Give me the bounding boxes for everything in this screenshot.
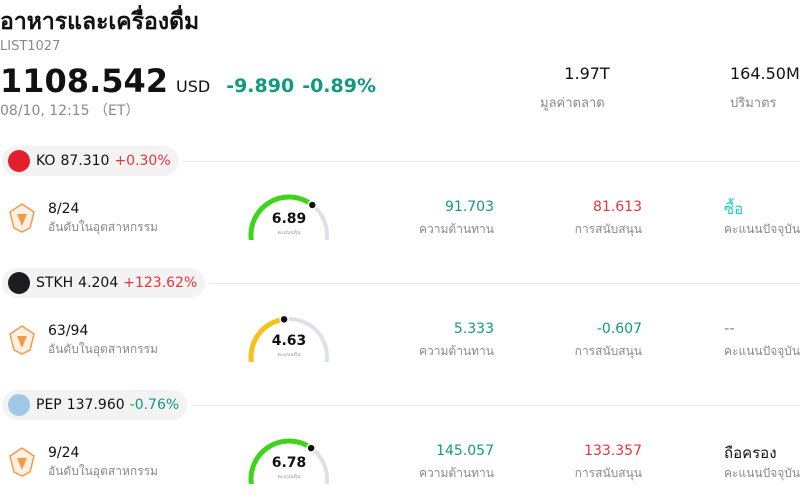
gauge: 6.89 คะแนนหุ้น	[248, 194, 329, 240]
score-label: คะแนนหุ้น	[278, 351, 301, 358]
stat-value: 164.50M	[730, 64, 800, 83]
resistance: 91.703	[445, 199, 494, 215]
support-label: การสนับสนุน	[574, 466, 642, 480]
rank-icon	[9, 447, 35, 477]
rank: 9/24	[48, 445, 80, 461]
logo	[8, 150, 30, 172]
rating-label: คะแนนปัจจุบัน	[724, 222, 800, 236]
gauge-value	[248, 194, 315, 240]
code: LIST1027	[0, 39, 61, 54]
price: 137.960	[66, 397, 125, 413]
currency: USD	[176, 77, 211, 96]
gauge-value	[248, 316, 287, 362]
resistance-label: ความต้านทาน	[419, 222, 494, 236]
change: -0.76%	[129, 397, 180, 413]
resistance-label: ความต้านทาน	[419, 344, 494, 358]
rating: --	[724, 319, 735, 337]
rank-inner	[17, 214, 27, 226]
ticker: PEP	[36, 397, 62, 413]
support-label: การสนับสนุน	[574, 344, 642, 358]
score: 6.89	[272, 211, 307, 227]
support: 81.613	[593, 199, 642, 215]
gauge: 4.63 คะแนนหุ้น	[248, 314, 329, 362]
logo	[8, 394, 30, 416]
rank-icon	[9, 203, 35, 233]
divider	[209, 283, 800, 284]
support: -0.607	[596, 321, 642, 337]
rating: ซื้อ	[724, 200, 744, 218]
stock-pill: KO 87.310 +0.30%	[2, 146, 179, 176]
rank-label: อันดับในอุตสาหกรรม	[48, 342, 158, 356]
price: 1108.542	[0, 62, 169, 100]
gauge-dot	[306, 443, 316, 453]
resistance-label: ความต้านทาน	[419, 466, 494, 480]
stat-label: มูลค่าตลาด	[540, 96, 605, 111]
divider	[191, 405, 800, 406]
logo	[8, 272, 30, 294]
stat-value: 1.97T	[564, 64, 610, 83]
score-label: คะแนนหุ้น	[278, 229, 301, 236]
change: -9.890	[226, 75, 295, 97]
rank: 8/24	[48, 201, 80, 217]
change-pct: -0.89%	[302, 75, 376, 97]
time: 08/10, 12:15 （ET）	[0, 103, 140, 119]
stock-pill: STKH 4.204 +123.62%	[2, 268, 206, 298]
support: 133.357	[584, 443, 642, 459]
ticker: STKH	[36, 275, 74, 291]
rank-inner	[17, 336, 27, 348]
divider	[183, 161, 800, 162]
support-label: การสนับสนุน	[574, 222, 642, 236]
price-row: 1108.542 USD -9.890 -0.89%	[0, 62, 376, 100]
change: +0.30%	[114, 153, 171, 169]
score: 4.63	[272, 333, 307, 349]
gauge-dot	[279, 314, 289, 325]
score: 6.78	[272, 455, 307, 471]
ticker: KO	[36, 153, 56, 169]
gauge: 6.78 คะแนนหุ้น	[248, 438, 329, 484]
rank: 63/94	[48, 323, 89, 339]
stock-pill: PEP 137.960 -0.76%	[2, 390, 188, 420]
resistance: 5.333	[453, 321, 494, 337]
title: อาหารและเครื่องดื่ม	[0, 9, 200, 35]
stat-label: ปริมาตร	[730, 96, 777, 111]
rank-label: อันดับในอุตสาหกรรม	[48, 220, 158, 234]
rating: ถือครอง	[724, 444, 777, 462]
gauge-dot	[307, 200, 318, 210]
score-label: คะแนนหุ้น	[278, 473, 301, 480]
gauge-value	[248, 438, 314, 484]
change: +123.62%	[123, 275, 198, 291]
rank-icon	[9, 325, 35, 355]
rank-inner	[17, 458, 27, 470]
resistance: 145.057	[436, 443, 494, 459]
rating-label: คะแนนปัจจุบัน	[724, 466, 800, 480]
price: 87.310	[60, 153, 110, 169]
rating-label: คะแนนปัจจุบัน	[724, 344, 800, 358]
price: 4.204	[78, 275, 119, 291]
rank-label: อันดับในอุตสาหกรรม	[48, 464, 158, 478]
